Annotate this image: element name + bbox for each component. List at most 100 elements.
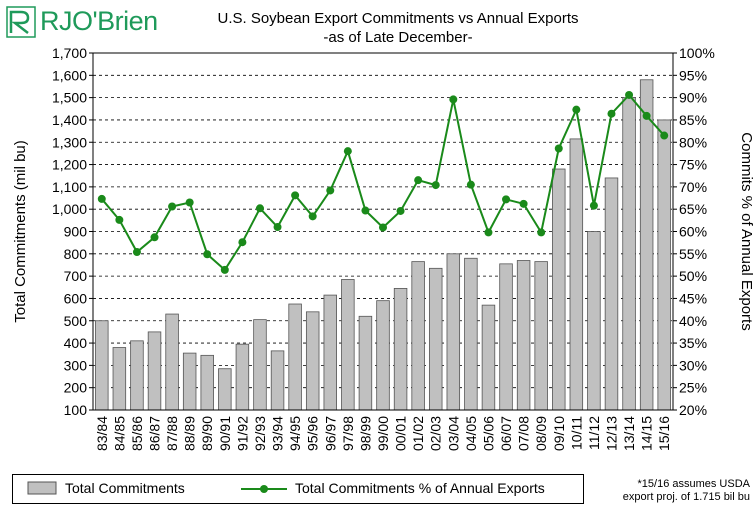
bar (534, 261, 548, 411)
bar (604, 177, 619, 411)
bar (218, 368, 232, 411)
legend-line-swatch (241, 485, 287, 493)
x-tick-label: 09/10 (551, 416, 567, 451)
footnote: *15/16 assumes USDA export proj. of 1.71… (588, 478, 750, 504)
x-tick-label: 11/12 (586, 416, 602, 450)
x-tick-label: 12/13 (603, 416, 619, 451)
x-tick-label: 05/06 (480, 416, 496, 451)
bar (253, 319, 267, 411)
x-tick-label: 91/92 (234, 416, 250, 451)
line-point (326, 186, 335, 195)
line-point (466, 180, 475, 189)
y-tick-label: 900 (64, 224, 88, 240)
x-tick-label: 07/08 (516, 416, 532, 451)
footnote-line-2: export proj. of 1.715 bil bu (622, 491, 750, 503)
logo-text: RJO'Brien (40, 6, 158, 36)
y-tick-label: 1,300 (52, 134, 87, 150)
x-tick-label: 06/07 (498, 416, 514, 451)
bar (481, 304, 496, 411)
bar (464, 257, 478, 411)
x-tick-label: 04/05 (463, 416, 479, 451)
line-point (291, 191, 300, 200)
y-tick-label: 400 (64, 335, 88, 351)
y2-axis-label: Commits % of Annual Exports (738, 132, 755, 330)
y-tick-label: 1,400 (52, 112, 87, 128)
line-point (168, 202, 177, 211)
line-point (203, 250, 212, 259)
x-tick-label: 03/04 (445, 416, 461, 451)
bar (446, 253, 461, 411)
y2-tick-label: 75% (679, 157, 707, 173)
x-tick-label: 90/91 (217, 416, 233, 451)
bar (358, 315, 373, 411)
x-tick-label: 87/88 (164, 416, 180, 451)
y2-tick-label: 60% (679, 224, 707, 240)
x-tick-label: 01/02 (410, 416, 426, 451)
x-tick-label: 92/93 (252, 416, 268, 451)
y2-tick-label: 95% (679, 67, 707, 83)
chart: 100 200 300 400 500 600 700 800 900 1,000 1,100 1,2… (12, 45, 755, 451)
bar (270, 350, 285, 411)
line-point (361, 206, 370, 215)
chart-title: U.S. Soybean Export Commitments vs Annua… (217, 10, 579, 27)
line-point (97, 194, 106, 203)
y-tick-label: 1,000 (52, 201, 87, 217)
y2-tick-label: 35% (679, 335, 707, 351)
line-point (572, 105, 581, 114)
bar (341, 279, 355, 411)
x-tick-label: 89/90 (199, 416, 215, 451)
x-tick-label: 08/09 (533, 416, 549, 451)
bar (288, 303, 302, 411)
line-point (185, 198, 194, 207)
bar (182, 352, 197, 411)
y-tick-label: 1,200 (52, 157, 87, 173)
line-point (396, 206, 405, 215)
line-point (449, 95, 458, 104)
bar (411, 261, 425, 411)
y2-tick-label: 45% (679, 290, 707, 306)
y2-tick-label: 70% (679, 179, 707, 195)
x-tick-label: 95/96 (305, 416, 321, 451)
y-tick-label: 800 (64, 246, 88, 262)
line-point (238, 238, 247, 247)
x-tick-label: 85/86 (129, 416, 145, 451)
x-tick-label: 00/01 (393, 416, 409, 451)
legend-bar-swatch (27, 481, 57, 495)
x-tick-label: 14/15 (639, 416, 655, 451)
y2-tick-label: 100% (679, 45, 715, 61)
bar (393, 287, 408, 411)
y2-tick-label: 55% (679, 246, 707, 262)
bar (622, 97, 636, 411)
line-point (379, 223, 387, 232)
line-point (537, 228, 546, 237)
y2-tick-label: 25% (679, 380, 707, 396)
bar (235, 343, 250, 411)
x-tick-label: 96/97 (322, 416, 338, 451)
x-tick-label: 15/16 (656, 416, 672, 451)
y2-tick-label: 65% (679, 201, 707, 217)
y2-tick-label: 80% (679, 134, 707, 150)
x-tick-label: 93/94 (270, 416, 286, 451)
bar (305, 311, 320, 411)
y2-tick-label: 85% (679, 112, 707, 128)
line-point (220, 265, 229, 274)
y-tick-label: 700 (64, 268, 88, 284)
x-tick-label: 84/85 (111, 416, 127, 451)
logo: RJO'Brien (6, 4, 176, 44)
bar (200, 354, 214, 411)
rjo-brien-logo-mark (6, 6, 36, 38)
y2-tick-label: 50% (679, 268, 707, 284)
x-tick-label: 99/00 (375, 416, 391, 451)
line-point (431, 181, 440, 190)
x-tick-label: 13/14 (621, 416, 637, 451)
y-tick-label: 300 (64, 357, 88, 373)
x-tick-label: 97/98 (340, 416, 356, 451)
legend: Total Commitments Total Commitments % of… (12, 474, 584, 504)
chart-subtitle: -as of Late December- (323, 29, 473, 46)
line-point (607, 109, 616, 118)
line-point (150, 233, 159, 242)
y-tick-label: 1,600 (52, 67, 87, 83)
y-tick-label: 600 (64, 290, 88, 306)
legend-line-label: Total Commitments % of Annual Exports (295, 480, 545, 496)
line-point (414, 176, 423, 185)
